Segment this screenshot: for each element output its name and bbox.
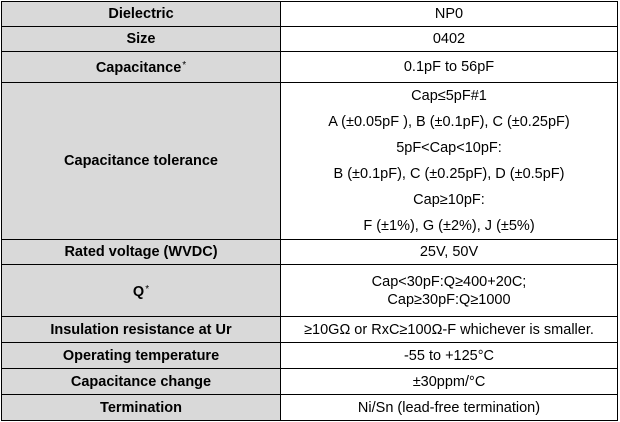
q-line: Cap<30pF:Q≥400+20C; [371,273,527,290]
rated-voltage-label: Rated voltage (WVDC) [1,239,281,265]
table-row: Insulation resistance at Ur ≥10GΩ or RxC… [1,316,618,343]
dielectric-label: Dielectric [1,1,281,27]
table-row: Rated voltage (WVDC) 25V, 50V [1,239,618,265]
operating-temp-value: -55 to +125°C [280,342,618,369]
capacitance-label-cell: Capacitance* [1,51,281,83]
table-row: Capacitance tolerance Cap≤5pF#1 A (±0.05… [1,82,618,240]
insulation-label: Insulation resistance at Ur [1,316,281,343]
table-row: Q* Cap<30pF:Q≥400+20C; Cap≥30pF:Q≥1000 [1,264,618,317]
q-footnote-mark: * [145,283,150,295]
dielectric-value: NP0 [280,1,618,27]
size-label: Size [1,26,281,52]
size-value: 0402 [280,26,618,52]
tolerance-line: Cap≥10pF: [413,192,485,208]
q-value: Cap<30pF:Q≥400+20C; Cap≥30pF:Q≥1000 [280,264,618,317]
q-line: Cap≥30pF:Q≥1000 [387,291,511,308]
table-row: Size 0402 [1,26,618,52]
tolerance-value: Cap≤5pF#1 A (±0.05pF ), B (±0.1pF), C (±… [280,82,618,240]
cap-change-label: Capacitance change [1,368,281,395]
table-row: Capacitance change ±30ppm/°C [1,368,618,395]
table-row: Operating temperature -55 to +125°C [1,342,618,369]
table-row: Termination Ni/Sn (lead-free termination… [1,394,618,421]
rated-voltage-value: 25V, 50V [280,239,618,265]
capacitance-label: Capacitance [95,60,182,76]
tolerance-line: B (±0.1pF), C (±0.25pF), D (±0.5pF) [333,166,565,182]
q-label: Q [132,283,145,300]
termination-value: Ni/Sn (lead-free termination) [280,394,618,421]
insulation-value: ≥10GΩ or RxC≥100Ω-F whichever is smaller… [280,316,618,343]
q-label-cell: Q* [1,264,281,317]
tolerance-line: F (±1%), G (±2%), J (±5%) [363,218,535,234]
capacitance-value: 0.1pF to 56pF [280,51,618,83]
tolerance-line: A (±0.05pF ), B (±0.1pF), C (±0.25pF) [328,114,570,130]
table-row: Capacitance* 0.1pF to 56pF [1,51,618,83]
capacitance-footnote-mark: * [182,60,187,71]
operating-temp-label: Operating temperature [1,342,281,369]
cap-change-value: ±30ppm/°C [280,368,618,395]
tolerance-line: 5pF<Cap<10pF: [396,140,502,156]
table-row: Dielectric NP0 [1,1,618,27]
tolerance-line: Cap≤5pF#1 [411,88,487,104]
termination-label: Termination [1,394,281,421]
tolerance-label: Capacitance tolerance [1,82,281,240]
